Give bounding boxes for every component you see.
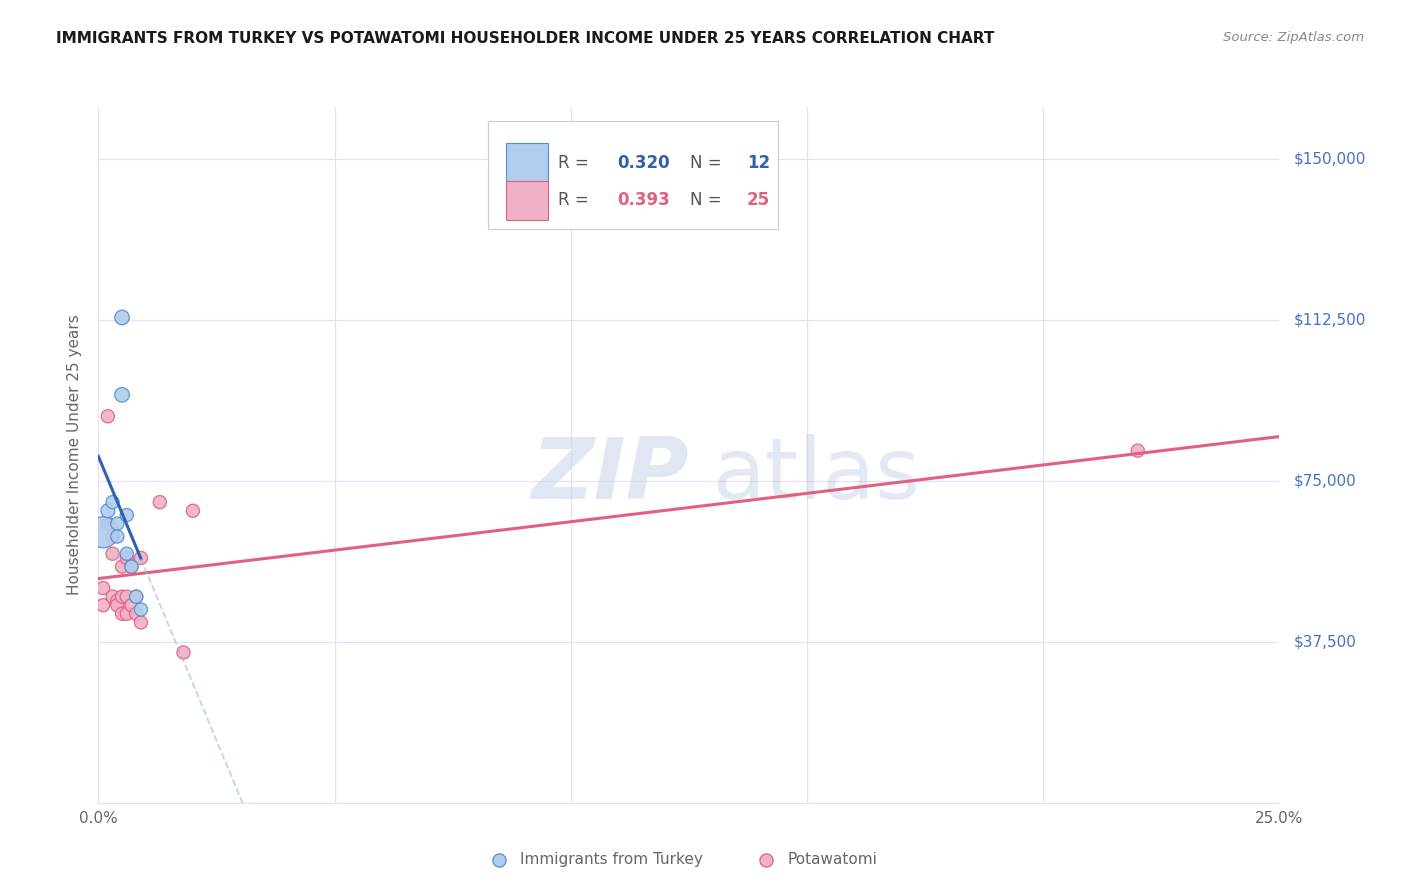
Text: Potawatomi: Potawatomi xyxy=(787,853,877,867)
Point xyxy=(115,508,138,522)
Y-axis label: Householder Income Under 25 years: Householder Income Under 25 years xyxy=(67,315,83,595)
Text: atlas: atlas xyxy=(713,434,921,517)
Text: 25: 25 xyxy=(747,191,770,209)
Point xyxy=(115,590,138,604)
Point xyxy=(105,594,128,608)
Text: N =: N = xyxy=(690,153,727,172)
Text: 12: 12 xyxy=(747,153,770,172)
Text: R =: R = xyxy=(558,191,593,209)
Text: ZIP: ZIP xyxy=(531,434,689,517)
Text: $75,000: $75,000 xyxy=(1294,473,1357,488)
Point xyxy=(91,581,114,595)
Point xyxy=(129,551,152,566)
Point xyxy=(125,607,148,621)
Point xyxy=(97,516,120,531)
Text: 0.393: 0.393 xyxy=(617,191,669,209)
FancyBboxPatch shape xyxy=(506,144,548,182)
Point xyxy=(101,529,124,543)
Text: $112,500: $112,500 xyxy=(1294,312,1365,327)
Text: $150,000: $150,000 xyxy=(1294,151,1365,166)
Text: IMMIGRANTS FROM TURKEY VS POTAWATOMI HOUSEHOLDER INCOME UNDER 25 YEARS CORRELATI: IMMIGRANTS FROM TURKEY VS POTAWATOMI HOU… xyxy=(56,31,994,46)
Point xyxy=(97,504,120,518)
Point xyxy=(115,547,138,561)
Text: $37,500: $37,500 xyxy=(1294,634,1357,649)
Point xyxy=(149,495,172,509)
Point xyxy=(91,525,114,540)
Point xyxy=(129,615,152,630)
Point xyxy=(91,599,114,613)
Point xyxy=(129,602,152,616)
Point xyxy=(111,607,134,621)
Point xyxy=(101,495,124,509)
Point xyxy=(125,590,148,604)
Point xyxy=(101,547,124,561)
Point xyxy=(121,559,143,574)
Point xyxy=(172,645,194,659)
Text: R =: R = xyxy=(558,153,593,172)
Point xyxy=(111,590,134,604)
Point xyxy=(121,559,143,574)
Point xyxy=(181,504,204,518)
Point xyxy=(111,559,134,574)
Point xyxy=(101,590,124,604)
Point xyxy=(105,516,128,531)
Text: N =: N = xyxy=(690,191,727,209)
FancyBboxPatch shape xyxy=(506,180,548,219)
Point xyxy=(755,853,778,867)
Point xyxy=(105,599,128,613)
Point xyxy=(115,607,138,621)
Point xyxy=(488,853,510,867)
Point xyxy=(97,409,120,424)
Point xyxy=(1126,443,1149,458)
Text: Source: ZipAtlas.com: Source: ZipAtlas.com xyxy=(1223,31,1364,45)
Point xyxy=(105,529,128,543)
Text: Immigrants from Turkey: Immigrants from Turkey xyxy=(520,853,703,867)
Point xyxy=(121,599,143,613)
Point xyxy=(125,590,148,604)
Text: 0.320: 0.320 xyxy=(617,153,669,172)
FancyBboxPatch shape xyxy=(488,121,778,229)
Point xyxy=(111,310,134,325)
Point xyxy=(111,388,134,402)
Point xyxy=(115,551,138,566)
